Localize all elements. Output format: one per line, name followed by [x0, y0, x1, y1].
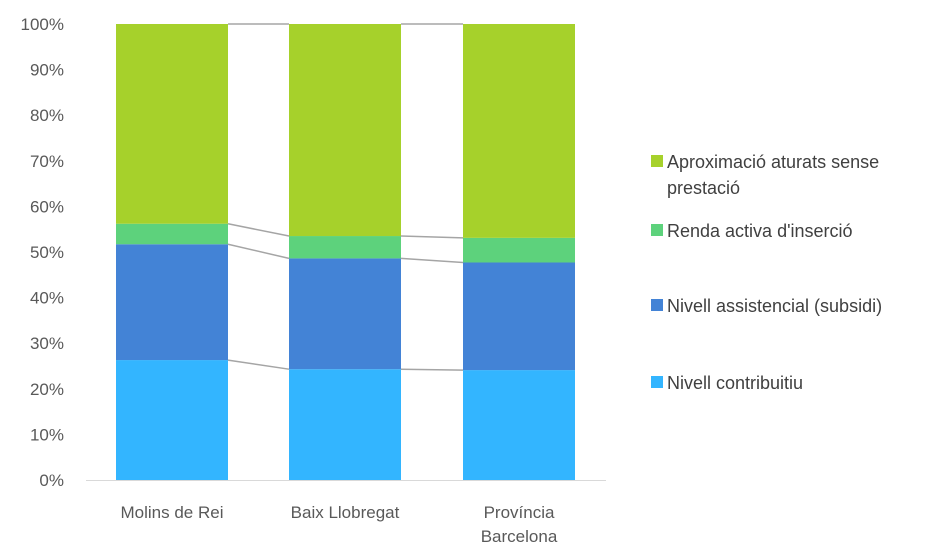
bar-segment [289, 24, 401, 237]
legend-item: Renda activa d'inserció [651, 221, 853, 241]
legend-item: Nivell assistencial (subsidi) [651, 296, 882, 316]
legend-label: Nivell contribuitiu [667, 373, 803, 393]
x-category-label: Molins de Rei [121, 503, 224, 522]
bar-segment [463, 370, 575, 480]
legend-label: prestació [667, 178, 740, 198]
bars [116, 24, 575, 480]
legend-label: Nivell assistencial (subsidi) [667, 296, 882, 316]
bar-segment [116, 24, 228, 224]
series-line [400, 235, 464, 239]
legend-swatch [651, 224, 663, 236]
y-axis-labels: 0% 10% 20% 30% 40% 50% 60% 70% 80% 90% 100% [21, 15, 64, 490]
x-category-label: Província [484, 503, 555, 522]
bar-segment [116, 360, 228, 480]
series-line [400, 368, 464, 371]
y-tick-label: 80% [30, 106, 64, 125]
y-tick-label: 90% [30, 61, 64, 80]
y-tick-label: 70% [30, 152, 64, 171]
legend: Aproximació aturats sense prestació Renda … [651, 152, 882, 393]
bar-segment [463, 24, 575, 238]
x-category-label: Barcelona [481, 527, 558, 546]
series-line [227, 243, 290, 260]
legend-item: Aproximació aturats sense prestació [651, 152, 879, 198]
legend-label: Aproximació aturats sense [667, 152, 879, 172]
bar-segment [463, 262, 575, 371]
series-line [227, 222, 290, 237]
y-tick-label: 50% [30, 243, 64, 262]
y-tick-label: 40% [30, 289, 64, 308]
y-tick-label: 20% [30, 380, 64, 399]
y-tick-label: 100% [21, 15, 64, 34]
legend-label: Renda activa d'inserció [667, 221, 853, 241]
bar-segment [116, 244, 228, 361]
y-tick-label: 60% [30, 197, 64, 216]
bar-segment [289, 236, 401, 259]
legend-item: Nivell contribuitiu [651, 373, 803, 393]
series-line [227, 359, 290, 370]
series-lines [227, 23, 464, 371]
y-tick-label: 0% [39, 471, 64, 490]
x-axis-labels: Molins de Rei Baix Llobregat Província Barc… [121, 503, 558, 546]
legend-swatch [651, 376, 663, 388]
x-category-label: Baix Llobregat [291, 503, 400, 522]
y-tick-label: 30% [30, 334, 64, 353]
legend-swatch [651, 299, 663, 311]
bar-segment [289, 258, 401, 370]
bar-segment [463, 237, 575, 263]
bar-segment [289, 369, 401, 480]
bar-segment [116, 223, 228, 245]
y-tick-label: 10% [30, 425, 64, 444]
legend-swatch [651, 155, 663, 167]
series-line [400, 257, 464, 264]
